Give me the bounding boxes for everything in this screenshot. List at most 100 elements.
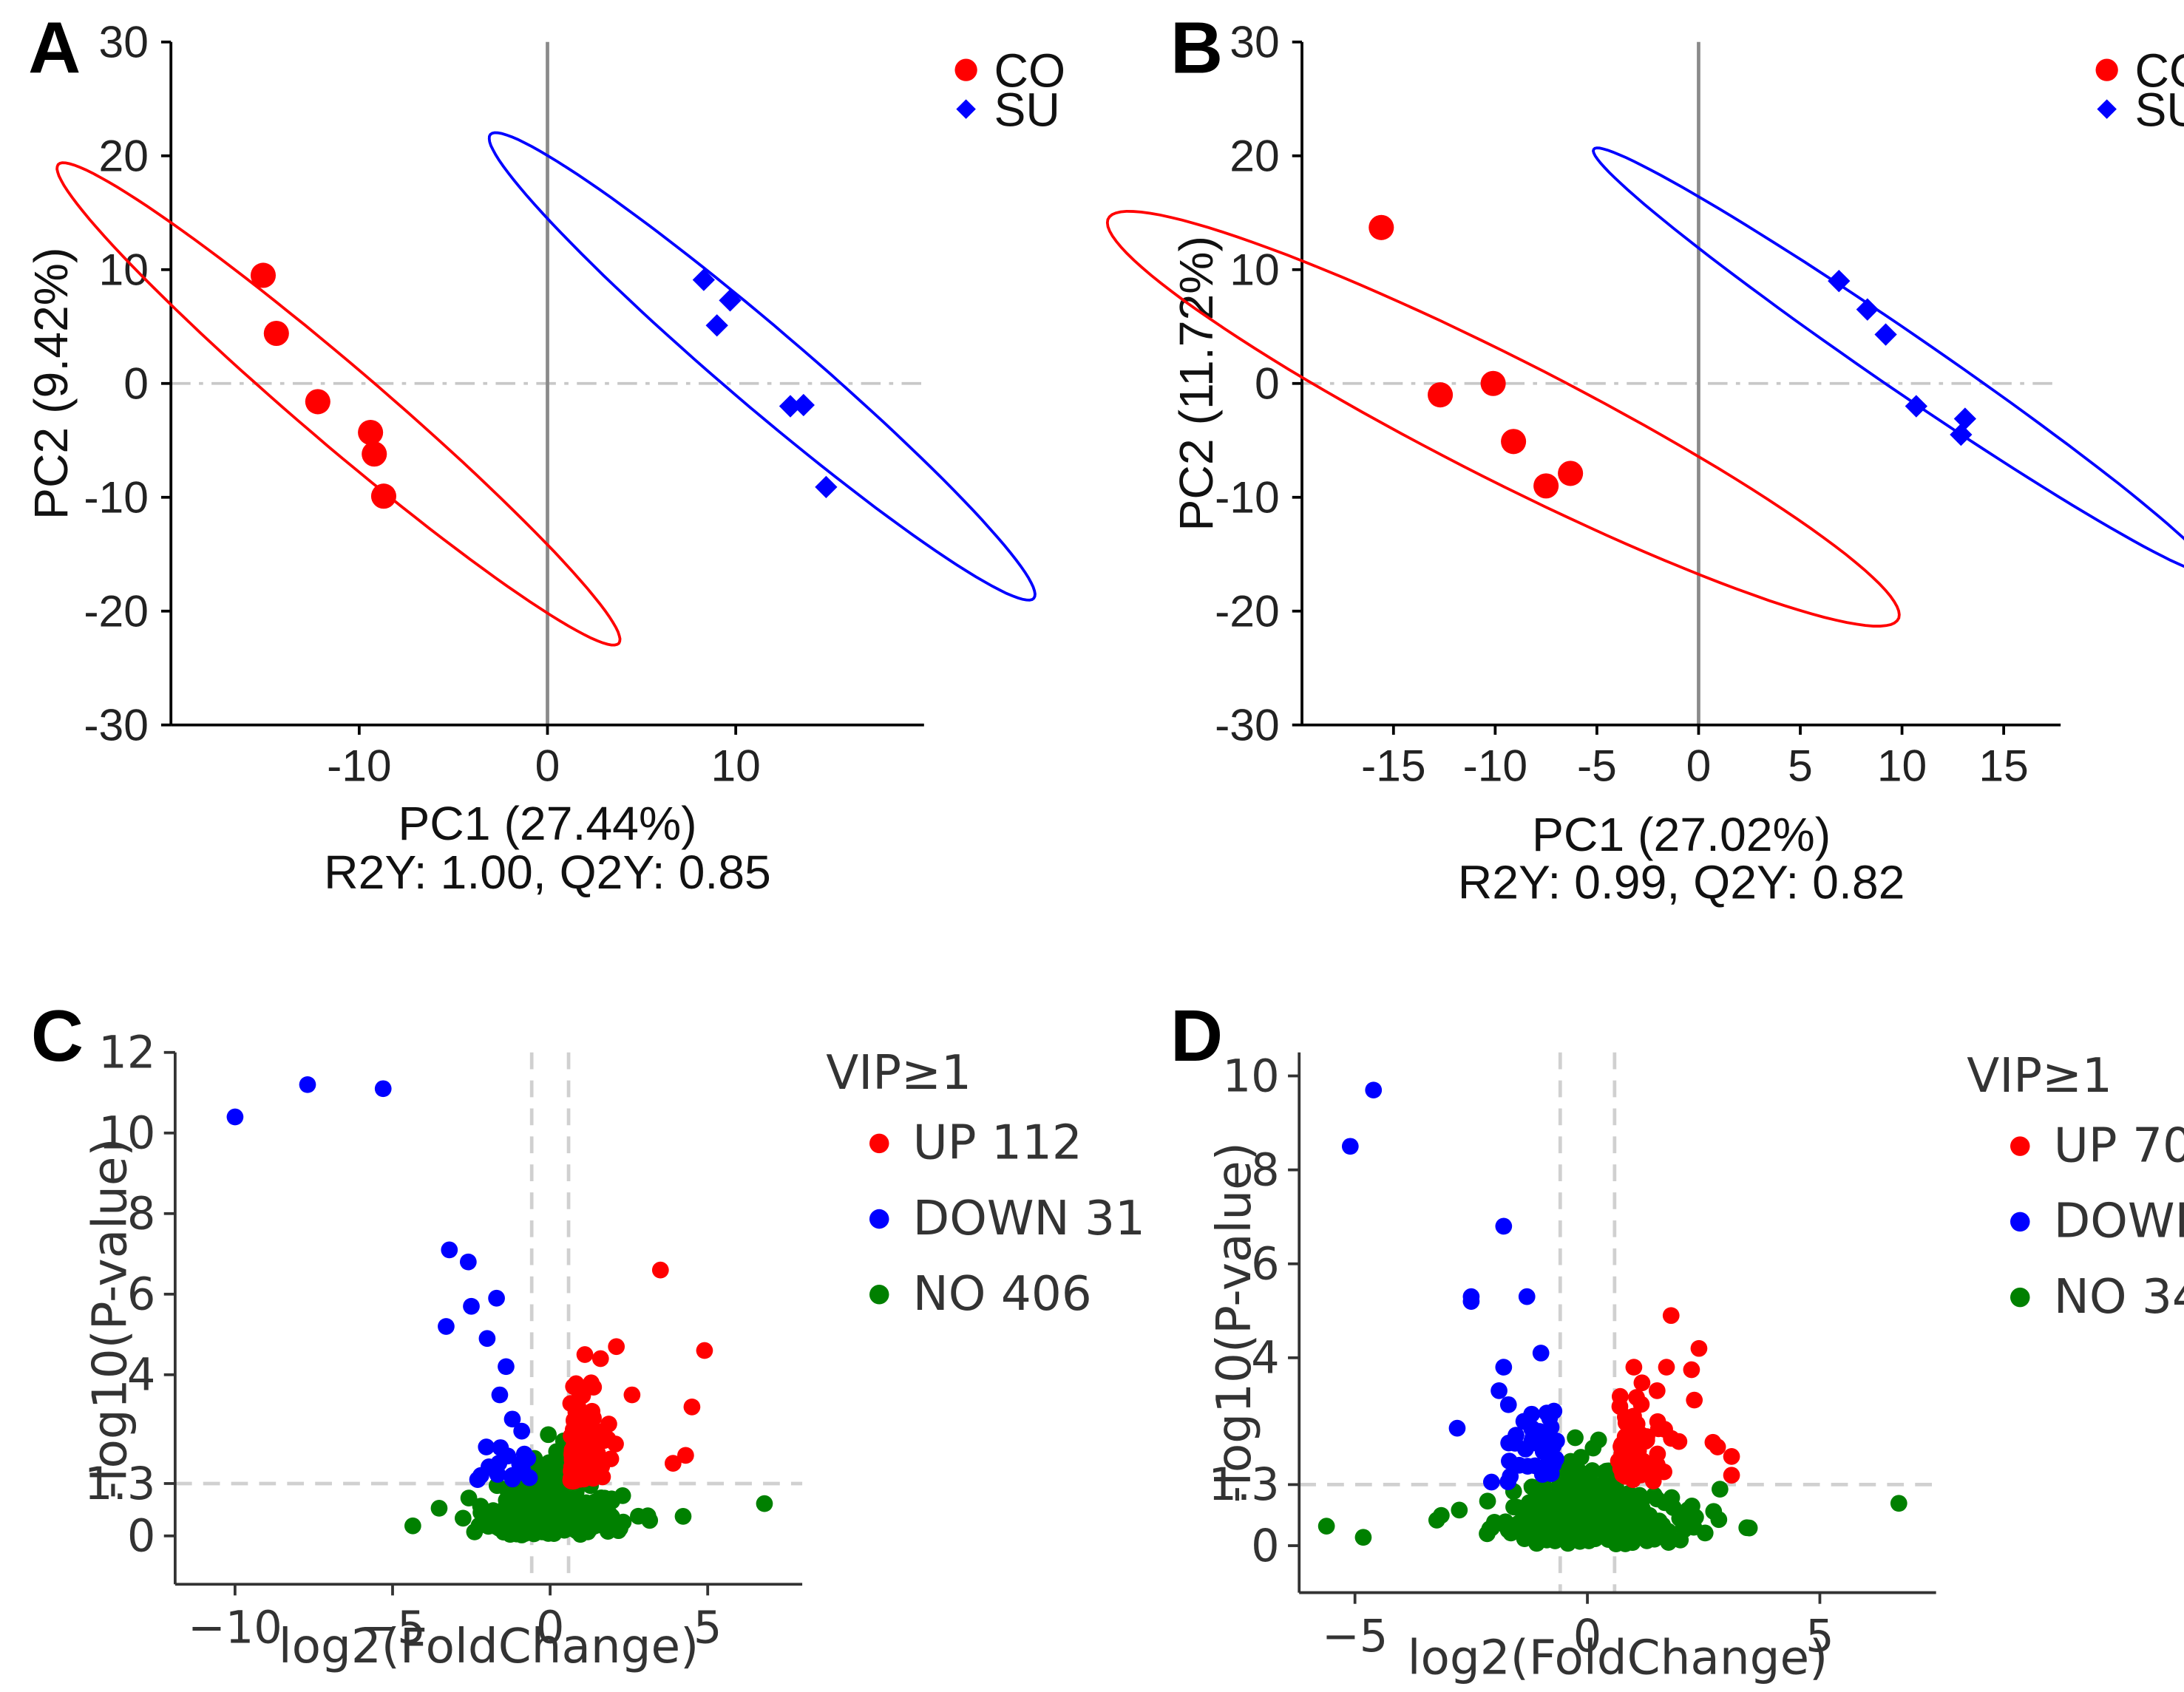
panel-a: A 30 20 10 0 -10 -20 -30 -10 0 10 PC1 (27.44%)R2Y: … [24,7,1065,899]
point-no [404,1517,421,1535]
x-axis-title: log2(FoldChange) [279,1619,699,1674]
point-up [1616,1408,1634,1426]
legend-label-up: UP 112 [913,1115,1082,1171]
x-tick-label: −10 [188,1603,282,1654]
point-no [532,1503,549,1520]
x-tick-label: 10 [711,740,760,790]
point-down [1500,1434,1517,1452]
y-tick-label: -30 [84,700,149,750]
y-tick-label: -30 [1215,700,1280,750]
y-tick-label: 30 [1230,17,1279,67]
legend-label-su: SU [994,83,1059,136]
point-up [1723,1447,1740,1465]
y-tick-label: 10 [1223,1050,1280,1102]
point-no [1630,1509,1647,1527]
x-tick-label: −5 [359,1603,425,1654]
panel-letter-d: D [1170,995,1223,1076]
confidence-ellipse-su [487,131,1037,602]
point-no [1646,1530,1664,1548]
point-down [513,1422,531,1440]
point-no [1522,1521,1539,1539]
point-down [1495,1217,1513,1235]
point-su [1856,298,1879,321]
point-no [1451,1501,1468,1519]
point-no [560,1508,578,1526]
point-no [1505,1521,1522,1539]
legend-marker-no [869,1285,889,1305]
point-no [548,1443,566,1461]
point-su [779,395,802,418]
point-down [1491,1382,1508,1399]
point-up [600,1416,617,1433]
point-no [601,1519,618,1537]
x-axis-title: PC1 (27.44%) [398,797,696,850]
point-down [1499,1396,1517,1413]
point-no [1648,1490,1666,1508]
point-no [1590,1431,1607,1449]
point-co [358,419,384,446]
legend-marker-co [2095,58,2118,81]
point-down [1482,1473,1500,1491]
legend-marker-su [2097,99,2117,119]
point-no [460,1489,478,1506]
legend-label-down: DOWN 46 [2054,1194,2184,1249]
point-up [563,1441,581,1458]
confidence-ellipse-co [1105,209,1901,628]
point-no [1584,1462,1601,1479]
point-up [696,1342,713,1359]
y-tick-label: 6 [1251,1239,1280,1291]
x-tick-label: 5 [1805,1611,1834,1662]
legend-title: VIP≥1 [826,1045,971,1101]
point-su [719,289,742,312]
point-no [454,1509,472,1527]
point-down [441,1241,458,1259]
legend-label-down: DOWN 31 [913,1191,1145,1246]
y-axis-title: PC2 (11.72%) [1170,236,1223,531]
point-down [1341,1138,1359,1155]
legend-marker-su [956,99,976,119]
point-down [503,1410,521,1428]
x-tick-label: -10 [327,740,392,790]
confidence-ellipse-su [1592,146,2184,568]
y-tick-label: 10 [99,245,149,295]
point-down [226,1108,244,1126]
panel-letter-a: A [28,7,81,88]
point-up [567,1418,585,1436]
point-no [1354,1529,1372,1546]
point-down [515,1445,533,1463]
point-no [1539,1509,1557,1526]
point-no [537,1468,555,1486]
point-down [1523,1419,1541,1437]
legend-label-no: NO 406 [913,1266,1092,1322]
point-down [498,1358,515,1376]
point-up [1662,1307,1680,1325]
point-up [1624,1464,1641,1481]
point-down [488,1289,505,1307]
point-up [1633,1374,1651,1392]
point-su [705,314,728,337]
x-tick-label: 5 [693,1603,722,1654]
x-tick-label: 10 [1877,740,1927,790]
point-down [299,1076,316,1093]
point-no [1890,1495,1907,1512]
point-no [1505,1498,1522,1516]
point-up [1683,1361,1700,1379]
point-no [509,1517,526,1535]
point-down [1542,1456,1559,1473]
point-no [1696,1524,1714,1542]
point-no [1604,1489,1621,1506]
point-down [459,1253,477,1271]
panel-b: B 30 20 10 0 -10 -20 -30 -15 -10 -5 0 5 10 15 PC1 (27.0… [1105,7,2184,908]
legend-marker-co [954,58,977,81]
point-no [1591,1526,1608,1544]
legend-marker-down [2010,1212,2030,1232]
point-no [1687,1509,1704,1526]
point-no [559,1495,577,1513]
point-co [1558,461,1584,486]
point-down [478,1438,495,1455]
point-up [1709,1438,1726,1455]
point-co [1369,214,1394,240]
point-down [1495,1359,1513,1376]
y-tick-label: 30 [99,17,149,67]
